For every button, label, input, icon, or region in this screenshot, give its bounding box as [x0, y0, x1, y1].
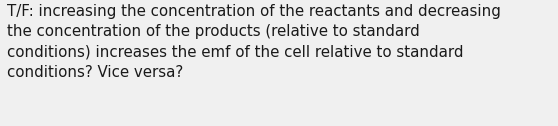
- Text: T/F: increasing the concentration of the reactants and decreasing
the concentrat: T/F: increasing the concentration of the…: [7, 4, 501, 80]
